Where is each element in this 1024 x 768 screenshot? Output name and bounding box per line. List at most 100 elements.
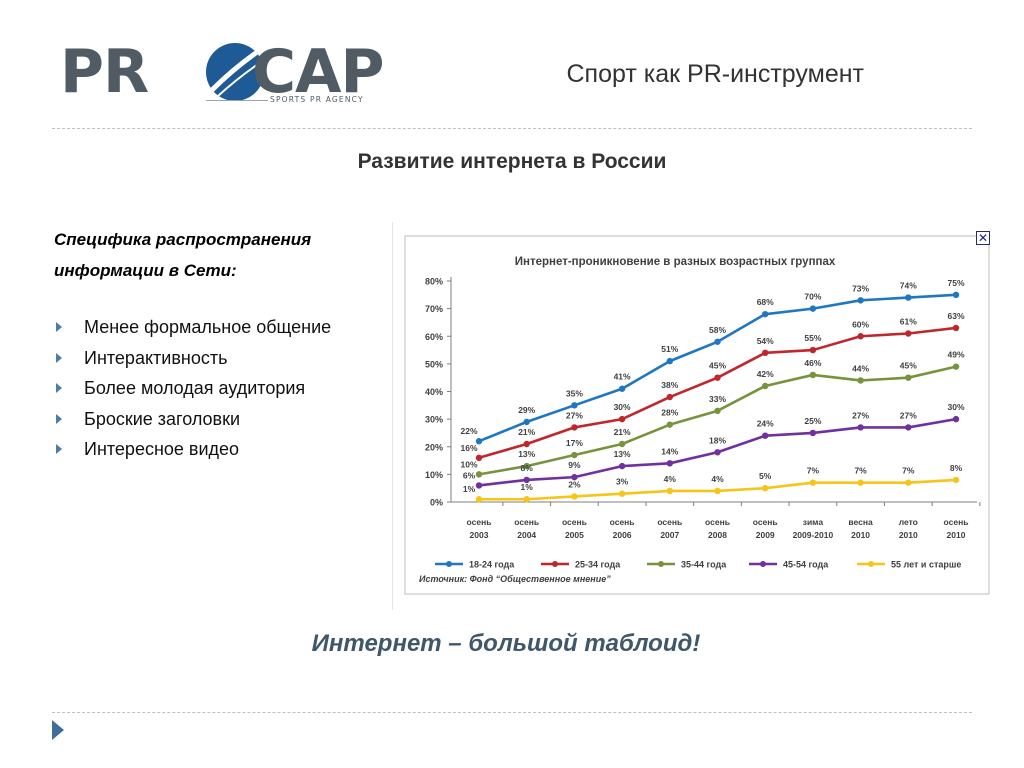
data-point bbox=[714, 449, 721, 456]
x-tick-label-year: 2004 bbox=[517, 530, 536, 540]
data-point bbox=[618, 462, 626, 470]
data-point bbox=[475, 496, 483, 503]
legend-marker bbox=[760, 561, 766, 567]
data-label: 29% bbox=[518, 405, 535, 415]
x-tick-label-year: 2008 bbox=[708, 530, 727, 540]
data-label: 21% bbox=[614, 427, 631, 437]
data-point bbox=[809, 346, 817, 354]
x-tick-label: весна bbox=[848, 517, 873, 527]
logo-ball-icon bbox=[206, 43, 265, 101]
data-point bbox=[475, 454, 483, 461]
data-label: 1% bbox=[463, 484, 476, 494]
data-label: 22% bbox=[460, 426, 477, 436]
bullet-text: Менее формальное общение bbox=[84, 317, 332, 337]
data-label: 4% bbox=[664, 474, 677, 484]
data-label: 1% bbox=[521, 482, 534, 492]
data-label: 14% bbox=[661, 446, 678, 456]
legend-marker bbox=[658, 561, 664, 567]
x-tick-label-year: 2005 bbox=[565, 530, 584, 540]
data-point bbox=[905, 479, 912, 486]
triangle-bullet-icon bbox=[56, 444, 62, 454]
footer-divider bbox=[52, 712, 972, 713]
y-tick-label: 20% bbox=[425, 442, 443, 452]
triangle-bullet-icon bbox=[56, 413, 62, 424]
data-label: 24% bbox=[757, 419, 774, 429]
header-divider bbox=[52, 128, 972, 129]
data-point bbox=[475, 471, 483, 478]
data-point bbox=[857, 377, 864, 384]
data-point bbox=[571, 493, 578, 500]
y-tick-label: 60% bbox=[425, 332, 443, 342]
logo-text-cap: CAP bbox=[252, 37, 384, 107]
legend-marker bbox=[552, 561, 558, 567]
data-point bbox=[809, 371, 817, 379]
bullet-text: Более молодая аудитория bbox=[84, 378, 306, 398]
x-tick-label: осень bbox=[514, 517, 539, 527]
data-label: 16% bbox=[460, 443, 477, 453]
triangle-bullet-icon bbox=[56, 383, 62, 393]
data-label: 30% bbox=[947, 402, 964, 412]
data-label: 35% bbox=[566, 388, 583, 398]
data-label: 45% bbox=[900, 361, 917, 371]
x-tick-label: осень bbox=[705, 517, 730, 527]
x-tick-label: осень bbox=[753, 517, 778, 527]
close-icon[interactable]: ✕ bbox=[976, 231, 990, 245]
data-point bbox=[952, 415, 960, 423]
x-tick-label: осень bbox=[610, 517, 635, 527]
bullet-list: Менее формальное общение Интерактивность… bbox=[54, 312, 394, 465]
y-tick-label: 0% bbox=[430, 498, 443, 508]
data-point bbox=[666, 421, 673, 428]
data-label: 30% bbox=[614, 402, 631, 412]
data-label: 38% bbox=[661, 380, 678, 390]
data-point bbox=[618, 490, 626, 497]
data-point bbox=[857, 297, 864, 304]
data-label: 54% bbox=[757, 336, 774, 346]
data-label: 13% bbox=[518, 449, 535, 459]
data-label: 18% bbox=[709, 435, 726, 445]
deck-title: Спорт как PR-инструмент bbox=[566, 60, 865, 88]
data-label: 27% bbox=[852, 410, 869, 420]
data-label: 63% bbox=[947, 311, 964, 321]
data-point bbox=[762, 310, 769, 318]
data-label: 8% bbox=[950, 463, 963, 473]
x-tick-label-year: 2010 bbox=[947, 530, 966, 540]
data-point bbox=[952, 363, 960, 370]
data-point bbox=[714, 374, 721, 381]
data-point bbox=[666, 487, 673, 495]
data-point bbox=[952, 291, 960, 299]
data-point bbox=[857, 333, 864, 340]
data-point bbox=[952, 476, 960, 484]
x-tick-label-year: 2009 bbox=[756, 530, 775, 540]
chart-source: Источник: Фонд “Общественное мнение” bbox=[419, 574, 611, 584]
data-label: 5% bbox=[759, 471, 772, 481]
data-label: 75% bbox=[947, 278, 964, 288]
y-tick-label: 10% bbox=[425, 470, 443, 480]
data-point bbox=[475, 482, 483, 489]
data-point bbox=[714, 487, 721, 495]
x-tick-label: осень bbox=[562, 517, 587, 527]
x-tick-label: лето bbox=[899, 517, 918, 527]
data-point bbox=[618, 385, 626, 392]
data-label: 27% bbox=[900, 410, 917, 420]
data-point bbox=[905, 424, 912, 431]
data-label: 61% bbox=[900, 316, 917, 326]
slide-heading: Развитие интернета в России bbox=[357, 150, 667, 173]
chart-border bbox=[404, 235, 990, 595]
x-tick-label-year: 2007 bbox=[660, 530, 679, 540]
data-point bbox=[952, 324, 960, 332]
data-point bbox=[857, 424, 864, 431]
data-point bbox=[666, 393, 673, 401]
next-slide-arrow-icon[interactable] bbox=[52, 720, 64, 740]
legend-label: 55 лет и старше bbox=[891, 560, 961, 570]
data-point bbox=[571, 402, 578, 409]
data-label: 10% bbox=[460, 459, 477, 469]
data-label: 73% bbox=[852, 283, 869, 293]
data-label: 7% bbox=[902, 466, 915, 476]
y-tick-label: 30% bbox=[425, 415, 443, 425]
series-line bbox=[478, 365, 957, 476]
x-tick-label-year: 2010 bbox=[851, 530, 870, 540]
data-label: 4% bbox=[711, 474, 724, 484]
data-point bbox=[905, 330, 912, 337]
data-point bbox=[618, 440, 626, 448]
procap-logo: PR CAP SPORTS PR AGENCY bbox=[56, 30, 384, 114]
